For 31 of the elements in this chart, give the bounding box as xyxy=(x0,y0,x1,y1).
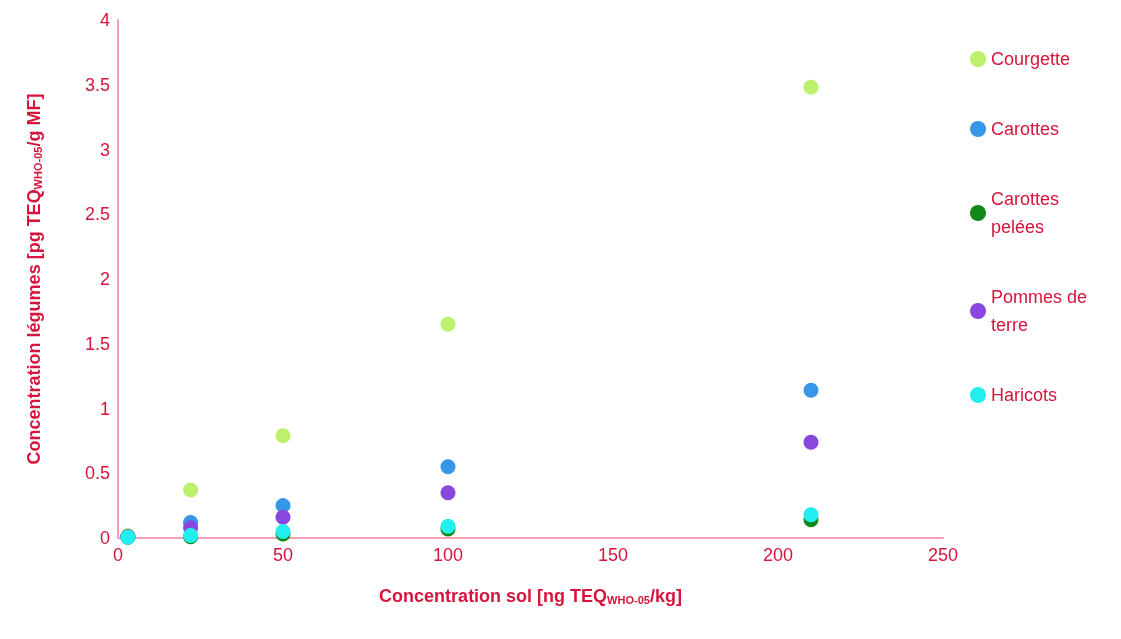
y-tick-label: 2.5 xyxy=(84,204,110,225)
x-tick-label: 0 xyxy=(112,545,124,565)
y-tick-label: 3.5 xyxy=(84,74,110,95)
point xyxy=(440,459,456,475)
point xyxy=(803,382,819,398)
point xyxy=(440,485,456,501)
x-axis-title: Concentration sol [ng TEQWHO-05/kg] xyxy=(379,585,682,606)
x-tick-label: 150 xyxy=(597,545,629,565)
legend-label: Courgette xyxy=(991,49,1071,69)
point xyxy=(803,434,819,450)
x-tick-label: 100 xyxy=(432,545,464,565)
y-tick-label: 0 xyxy=(99,528,110,548)
y-tick-label: 4 xyxy=(99,10,110,30)
legend-label: Pommes de terre xyxy=(991,287,1093,335)
y-tick-label: 3 xyxy=(99,139,110,160)
x-tick-label: 250 xyxy=(927,545,959,565)
legend-label: Carottes pelées xyxy=(991,189,1065,237)
y-tick-label: 1.5 xyxy=(84,333,110,354)
y-tick-label: 0.5 xyxy=(84,463,110,484)
point xyxy=(803,507,819,523)
point xyxy=(803,79,819,95)
legend-label: Carottes xyxy=(991,119,1060,139)
legend-label: Haricots xyxy=(991,385,1058,405)
point xyxy=(440,316,456,332)
point xyxy=(275,509,291,525)
x-tick-label: 200 xyxy=(762,545,794,565)
y-tick-label: 2 xyxy=(99,269,110,289)
point xyxy=(183,482,199,498)
y-tick-label: 1 xyxy=(99,398,110,419)
point xyxy=(275,428,291,444)
x-tick-label: 50 xyxy=(272,545,294,565)
